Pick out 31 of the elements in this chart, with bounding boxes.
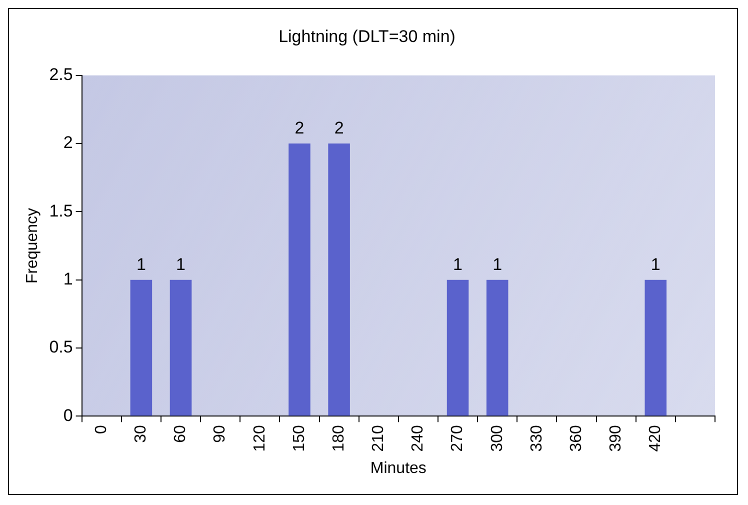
x-tick-label: 180 bbox=[330, 425, 348, 452]
y-tick-label: 1.5 bbox=[49, 201, 73, 220]
data-label: 1 bbox=[136, 255, 146, 274]
x-tick-label: 360 bbox=[568, 425, 585, 452]
x-tick-label: 30 bbox=[132, 425, 150, 443]
data-label: 1 bbox=[650, 255, 660, 274]
data-label: 1 bbox=[176, 255, 186, 274]
x-tick-label: 90 bbox=[212, 425, 229, 443]
y-tick-label: 0 bbox=[63, 406, 73, 425]
x-tick-label: 60 bbox=[172, 425, 190, 443]
x-tick-label: 120 bbox=[251, 425, 268, 452]
x-tick-label: 420 bbox=[647, 425, 664, 452]
data-label: 1 bbox=[453, 255, 463, 274]
x-axis-title: Minutes bbox=[370, 460, 426, 477]
data-label: 2 bbox=[294, 118, 304, 138]
x-tick-label: 300 bbox=[488, 425, 506, 452]
x-tick-label: 240 bbox=[410, 425, 427, 452]
x-tick-label: 150 bbox=[290, 425, 308, 452]
data-label: 1 bbox=[492, 255, 502, 274]
y-axis-title: Frequency bbox=[24, 208, 42, 284]
x-tick-label: 210 bbox=[370, 425, 388, 452]
data-label: 2 bbox=[334, 118, 344, 138]
chart-title: Lightning (DLT=30 min) bbox=[278, 26, 456, 46]
y-tick-label: 0.5 bbox=[49, 338, 73, 357]
y-tick-label: 1 bbox=[63, 270, 73, 289]
y-tick-label: 2 bbox=[63, 133, 73, 152]
x-tick-label: 0 bbox=[93, 425, 110, 434]
x-tick-label: 390 bbox=[607, 425, 624, 452]
x-tick-label: 270 bbox=[449, 425, 466, 452]
x-tick-label: 330 bbox=[528, 425, 546, 452]
y-tick-label: 2.5 bbox=[49, 65, 73, 84]
